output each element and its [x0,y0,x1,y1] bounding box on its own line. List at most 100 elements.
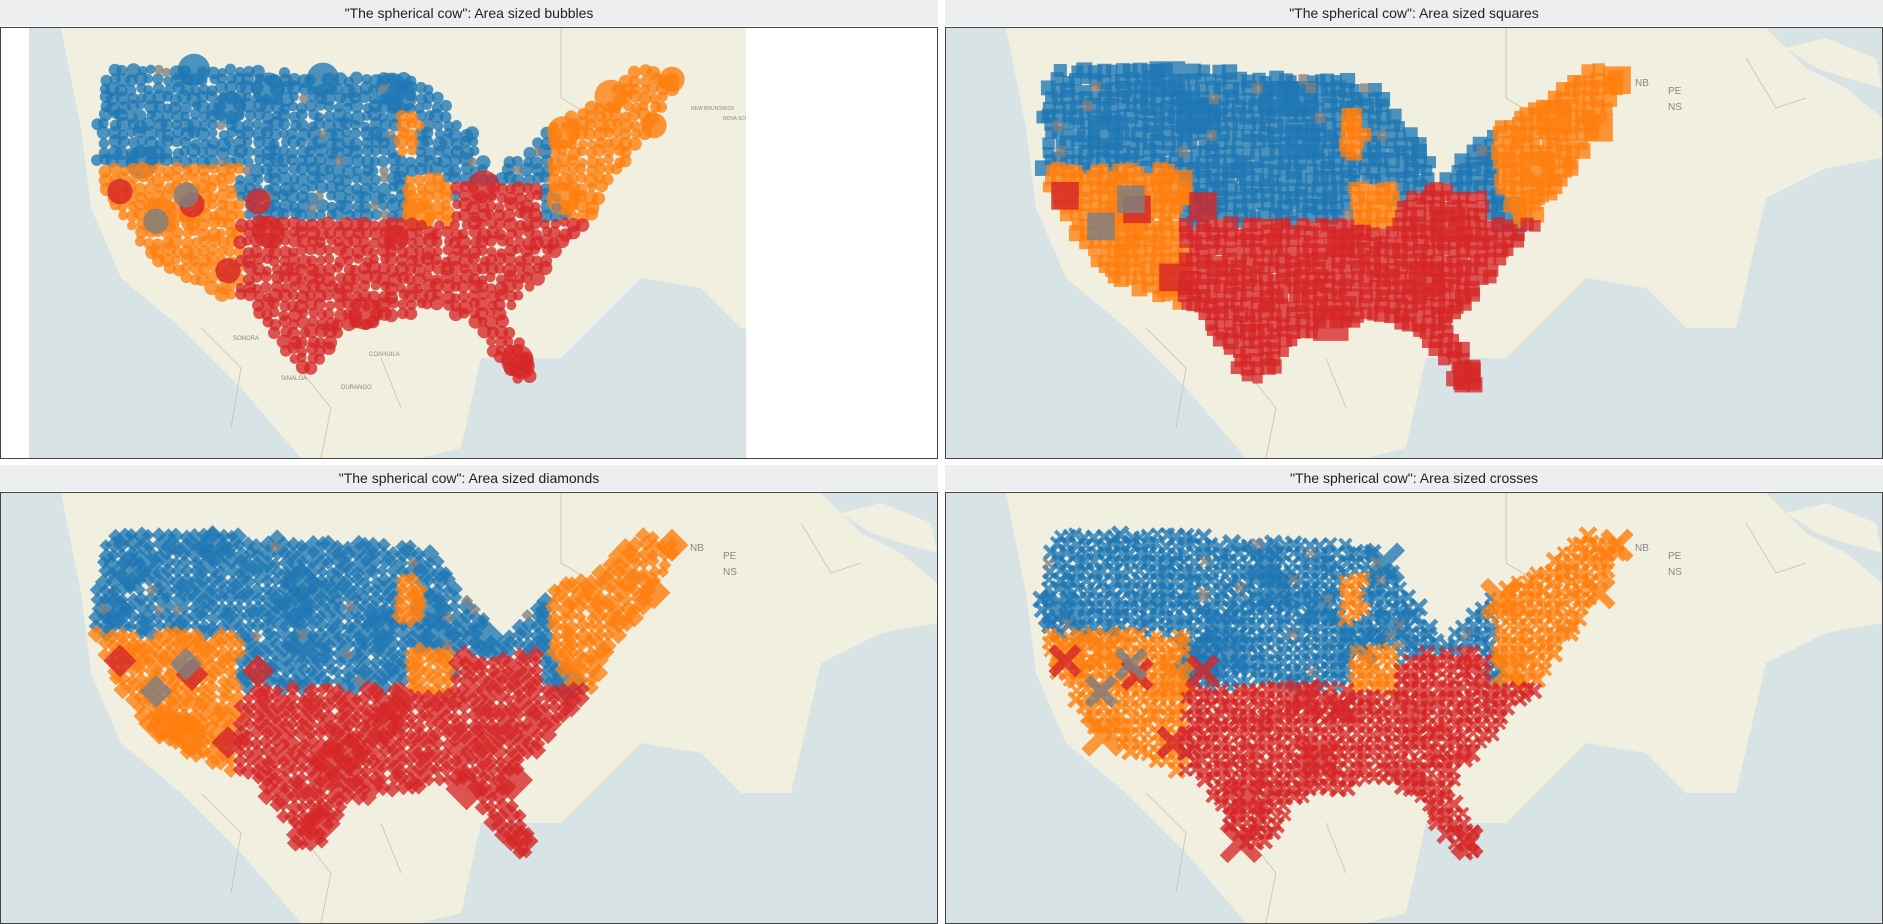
circle-marker [421,135,434,148]
circle-marker [133,126,146,139]
square-marker [1441,255,1453,267]
square-marker [1421,337,1433,348]
square-marker [1222,170,1236,184]
diamond-marker [170,563,186,579]
square-marker [1378,228,1390,240]
square-marker [1352,288,1364,301]
circle-marker [313,242,327,256]
circle-marker [405,135,419,149]
square-marker [1078,173,1091,185]
circle-marker [205,90,218,103]
diamond-marker [250,630,263,643]
circle-marker [429,162,444,176]
diamond-marker [555,708,570,724]
circle-marker [161,135,174,148]
square-marker [1233,245,1245,257]
square-marker [1250,146,1262,158]
diamond-marker [430,736,445,751]
circle-marker [135,100,146,110]
square-marker [1432,244,1444,257]
diamond-marker [393,555,409,571]
circle-marker [208,128,218,138]
map-frame[interactable]: NB PE NS [0,492,938,924]
circle-marker [368,182,379,193]
circle-marker [487,191,498,202]
diamond-marker [266,764,283,780]
diamond-marker [456,719,471,734]
circle-marker [231,152,246,168]
diamond-marker [269,782,284,798]
map-frame[interactable]: NB PE NS [945,492,1883,924]
diamond-marker [340,753,355,767]
square-marker [1213,280,1227,294]
circle-marker [234,209,246,221]
circle-marker [198,235,211,248]
map-frame[interactable]: NB PE NS [945,27,1883,459]
diamond-marker [257,644,274,661]
square-marker [1160,191,1172,203]
cross-marker [1561,624,1580,642]
square-marker [1262,218,1274,230]
diamond-marker [348,582,366,600]
circle-marker [532,137,544,149]
diamond-marker [159,553,176,571]
circle-marker [180,262,191,274]
square-marker [1123,171,1136,184]
diamond-marker [602,598,618,614]
square-marker [1153,208,1165,219]
diamond-marker [196,553,216,573]
square-marker [1575,101,1587,113]
diamond-marker [144,601,158,615]
diamond-marker [572,598,589,615]
circle-marker [494,289,508,302]
square-marker [1098,245,1111,257]
square-marker [1087,145,1100,158]
diamond-marker [304,616,321,632]
diamond-marker [314,718,331,736]
square-marker [1358,298,1370,310]
diamond-marker [232,538,246,552]
diamond-marker [224,628,238,643]
square-marker [1103,97,1119,114]
circle-marker [288,91,299,102]
diamond-marker [447,699,462,714]
circle-marker [334,181,346,193]
square-marker [1439,172,1452,185]
square-marker [1375,216,1388,229]
square-marker [1304,192,1315,204]
circle-marker [467,252,480,265]
circle-marker [496,183,509,196]
map-frame[interactable]: SONORACHIHUAHUACOAHUILASINALOADURANGONEW… [0,27,938,459]
diamond-marker [159,669,177,687]
circle-marker [287,342,300,354]
circle-marker [216,172,227,184]
diamond-marker [464,661,480,677]
circle-marker [133,72,148,86]
diamond-marker [410,733,429,752]
circle-marker [268,234,283,249]
square-marker [1386,226,1399,239]
circle-marker [207,119,218,130]
circle-marker [486,336,496,347]
diamond-marker [529,618,546,635]
circle-marker [485,283,497,294]
diamond-marker [428,696,446,714]
square-marker [1331,192,1344,204]
circle-marker [134,236,146,247]
diamond-marker [364,742,383,761]
diamond-marker [231,681,245,694]
square-marker [1348,84,1360,95]
diamond-marker [546,716,563,733]
circle-marker [567,154,579,166]
square-marker [1265,107,1281,123]
diamond-marker [625,547,644,565]
diamond-marker [212,715,229,733]
circle-marker [415,109,427,122]
circle-marker [288,101,298,112]
circle-marker [224,246,235,258]
diamond-marker [186,744,206,763]
circle-marker [493,209,506,221]
diamond-marker [141,573,156,587]
square-marker [1115,109,1127,121]
